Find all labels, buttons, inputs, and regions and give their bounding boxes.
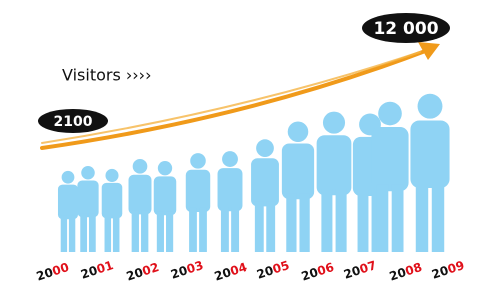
person-leg (299, 193, 309, 252)
person (317, 112, 352, 252)
person (218, 151, 243, 252)
person-leg (416, 181, 428, 252)
person-leg (80, 213, 87, 252)
person-leg (231, 207, 239, 252)
person-body (218, 168, 243, 211)
person-body (102, 183, 123, 218)
person-leg (321, 189, 332, 252)
person-leg (358, 190, 369, 252)
year-label: 2008 (387, 259, 423, 283)
person-leg (61, 216, 67, 252)
person (58, 171, 78, 252)
year-label: 2006 (299, 259, 335, 283)
person-body (186, 170, 210, 212)
person-head (81, 166, 95, 180)
person-head (222, 151, 238, 167)
person-body (129, 175, 152, 215)
person-leg (141, 210, 148, 252)
person-head (133, 159, 148, 174)
person-leg (266, 201, 275, 252)
year-decade: 04 (228, 259, 248, 277)
person (154, 161, 176, 252)
year-label: 2000 (34, 259, 70, 283)
year-decade: 03 (185, 258, 205, 276)
start-value: 2100 (54, 114, 93, 130)
people-silhouettes (58, 94, 450, 252)
person-head (158, 161, 172, 175)
person-leg (89, 213, 96, 252)
year-label: 2007 (342, 258, 378, 282)
person-body (77, 180, 98, 217)
year-label: 2003 (169, 258, 205, 282)
person-leg (432, 181, 444, 252)
person-leg (132, 210, 139, 252)
person-leg (105, 215, 112, 252)
person (282, 121, 314, 252)
person-head (256, 139, 274, 157)
year-label: 2001 (79, 258, 115, 282)
person-head (105, 169, 118, 182)
person-leg (376, 184, 388, 252)
year-label: 2009 (430, 258, 466, 282)
headline-value: 12 000 (373, 19, 438, 39)
person-leg (255, 201, 264, 252)
person (102, 169, 123, 252)
year-label: 2002 (124, 259, 160, 283)
person (77, 166, 98, 252)
page: {"headline_value": "12 000", "label": "V… (0, 0, 479, 292)
person-body (317, 135, 352, 195)
person-leg (166, 211, 173, 252)
person-leg (221, 207, 229, 252)
person-leg (157, 211, 164, 252)
year-labels: 2000 2001 2002 2003 2004 2005 2006 2007 2008 2009 (34, 258, 465, 284)
person-head (323, 112, 345, 134)
person (186, 153, 210, 252)
person-body (410, 120, 449, 188)
visitors-label: Visitors ›››› (62, 66, 151, 85)
year-decade: 06 (315, 259, 335, 277)
year-decade: 05 (271, 258, 291, 276)
year-decade: 09 (446, 258, 466, 276)
year-decade: 07 (358, 258, 378, 276)
year-decade: 01 (95, 258, 115, 276)
person-head (62, 171, 75, 184)
person (251, 139, 279, 252)
person-leg (189, 208, 197, 252)
person-leg (392, 184, 404, 252)
person-leg (199, 208, 207, 252)
year-label: 2004 (212, 259, 248, 283)
person-body (58, 185, 78, 220)
year-decade: 00 (50, 259, 70, 277)
person-leg (113, 215, 120, 252)
person-body (154, 176, 176, 215)
person-head (288, 121, 309, 142)
infographic: 12 000 Visitors ›››› 2100 20002001200220… (0, 0, 479, 292)
person-leg (286, 193, 296, 252)
year-label: 2005 (255, 258, 291, 282)
person-head (378, 102, 402, 126)
person-body (251, 158, 279, 206)
person-leg (69, 216, 75, 252)
person (410, 94, 449, 252)
person-leg (336, 189, 347, 252)
person-body (371, 127, 408, 191)
person-body (282, 143, 314, 199)
year-decade: 08 (403, 259, 423, 277)
year-decade: 02 (140, 259, 160, 277)
person-head (418, 94, 443, 119)
person-head (190, 153, 206, 169)
person (129, 159, 152, 252)
